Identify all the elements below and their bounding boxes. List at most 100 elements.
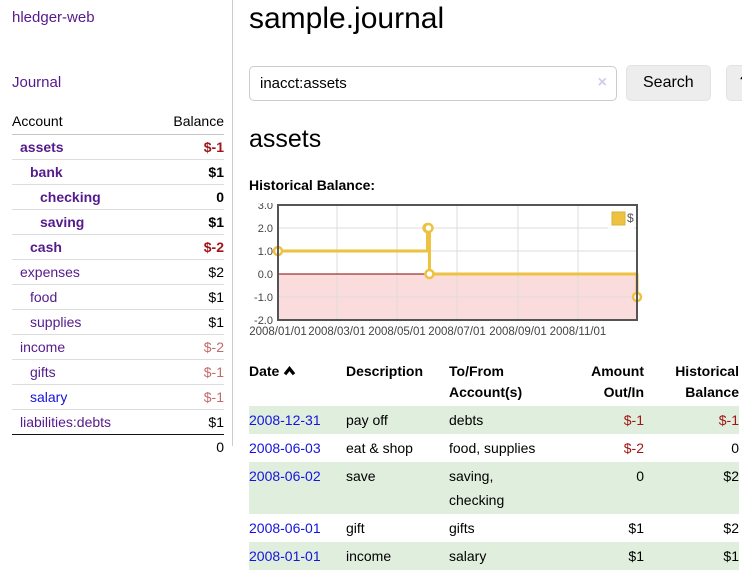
sidebar-account-balance: $-1 [152,359,224,385]
transaction-balance: $-1 [718,412,739,428]
transaction-date-link[interactable]: 2008-06-01 [249,520,321,536]
total-spacer [12,434,153,459]
transaction-description: income [346,548,392,564]
sidebar-account-link[interactable]: supplies [30,314,82,330]
main-content: sample.journal × Search ? assets Histori… [233,0,742,570]
transaction-date-link[interactable]: 2008-06-02 [249,468,321,484]
transaction-amount: 0 [636,468,644,484]
sort-asc-icon [283,361,296,382]
sidebar-account-row: checking 0 [12,184,224,210]
transaction-account-link[interactable]: salary [449,548,487,564]
sidebar-account-row: liabilities:debts $1 [12,410,224,435]
svg-text:$: $ [627,211,634,225]
register-header-balance: Historical Balance [675,363,739,400]
sidebar-account-balance: $2 [152,259,224,285]
sidebar-account-row: salary $-1 [12,384,224,410]
sidebar-account-balance: $-1 [152,134,224,160]
transaction-amount: $-1 [623,412,644,428]
register-row: 2008-06-03 eat & shop food, supplies $-2 0 [249,434,739,462]
sidebar-account-link[interactable]: assets [20,139,64,155]
sidebar-account-link[interactable]: income [20,339,66,355]
sidebar-account-row: assets $-1 [12,134,224,160]
transaction-amount: $-2 [623,440,644,456]
transaction-account-link[interactable]: food, [449,440,481,456]
svg-text:2008/01/01: 2008/01/01 [249,326,307,338]
transaction-account-link[interactable]: supplies [484,440,536,456]
transaction-account-link[interactable]: saving, [449,468,494,484]
register-row: 2008-01-01 income salary $1 $1 [249,542,739,570]
sidebar-account-link[interactable]: liabilities:debts [20,414,112,430]
sidebar-account-row: gifts $-1 [12,359,224,385]
sidebar-accounts-table: Account Balance assets $-1 bank $1 checking 0… [12,110,224,459]
transaction-account-link[interactable]: debts [449,412,484,428]
sidebar-account-balance: $-2 [152,234,224,260]
register-header-accounts: To/From Account(s) [449,363,523,400]
brand-link[interactable]: hledger-web [12,9,95,26]
sidebar-account-balance: $-1 [152,384,224,410]
transaction-amount: $1 [628,548,644,564]
search-bar: × Search ? [249,65,742,101]
sidebar-account-row: cash $-2 [12,234,224,260]
transaction-date-link[interactable]: 2008-01-01 [249,548,321,564]
account-column-header: Account [12,110,153,135]
register-row: 2008-12-31 pay off debts $-1 $-1 [249,406,739,434]
svg-text:3.0: 3.0 [258,203,273,212]
transaction-account-link[interactable]: gifts [449,520,475,536]
sidebar-account-link[interactable]: expenses [20,264,80,280]
sidebar-total-row: 0 [12,434,224,459]
transaction-date-link[interactable]: 2008-12-31 [249,412,321,428]
sidebar-account-link[interactable]: gifts [30,364,56,380]
sidebar-account-balance: $1 [152,209,224,235]
register-header-date[interactable]: Date [249,361,346,406]
transaction-balance: $1 [723,548,739,564]
register-header-description: Description [346,363,424,379]
sidebar-account-row: bank $1 [12,159,224,185]
transaction-description: gift [346,520,365,536]
svg-text:1.0: 1.0 [258,246,273,258]
svg-text:0.0: 0.0 [258,269,273,281]
transaction-description: eat & shop [346,440,413,456]
page-title: sample.journal [249,2,445,35]
transaction-account-link[interactable]: checking [449,492,505,508]
svg-text:2008/05/01: 2008/05/01 [368,326,426,338]
register-row: 2008-06-02 save saving, checking 0 $2 [249,462,739,514]
transaction-balance: $2 [723,468,739,484]
register-header-row: Date Description To/From Account(s) Amou… [249,361,739,406]
transaction-date-link[interactable]: 2008-06-03 [249,440,321,456]
svg-text:2008/07/01: 2008/07/01 [428,326,486,338]
sidebar-account-link[interactable]: saving [40,214,85,230]
sidebar-account-balance: $1 [152,159,224,185]
transaction-amount: $1 [628,520,644,536]
sidebar-account-link[interactable]: checking [40,189,101,205]
account-heading: assets [249,125,322,153]
total-balance: 0 [152,434,224,459]
svg-text:2008/03/01: 2008/03/01 [308,326,366,338]
sidebar-account-balance: $1 [208,414,224,430]
transaction-balance: $2 [723,520,739,536]
sidebar-account-balance: $1 [152,309,224,335]
transaction-description: save [346,468,376,484]
sidebar-account-row: supplies $1 [12,309,224,335]
sidebar-account-link[interactable]: salary [30,389,68,405]
transaction-description: pay off [346,412,388,428]
svg-text:2008/11/01: 2008/11/01 [550,326,607,338]
search-button[interactable]: Search [626,65,711,101]
sidebar-item-journal[interactable]: Journal [12,74,62,91]
svg-text:2.0: 2.0 [258,223,273,235]
sidebar-account-link[interactable]: cash [30,239,62,255]
sidebar-account-row: expenses $2 [12,259,224,285]
sidebar: hledger-web Journal Account Balance asse… [0,0,233,459]
chart-title: Historical Balance: [249,177,376,193]
clear-search-icon[interactable]: × [597,73,607,91]
app-window: hledger-web Journal Account Balance asse… [0,0,742,570]
search-input[interactable] [249,65,617,101]
sidebar-account-link[interactable]: food [30,289,58,305]
svg-text:-2.0: -2.0 [254,315,273,327]
register-header-amount: Amount Out/In [591,363,644,400]
svg-text:2008/09/01: 2008/09/01 [489,326,547,338]
sidebar-account-row: income $-2 [12,334,224,360]
register-row: 2008-06-01 gift gifts $1 $2 [249,514,739,542]
sidebar-account-link[interactable]: bank [30,164,63,180]
help-button[interactable]: ? [725,65,742,101]
